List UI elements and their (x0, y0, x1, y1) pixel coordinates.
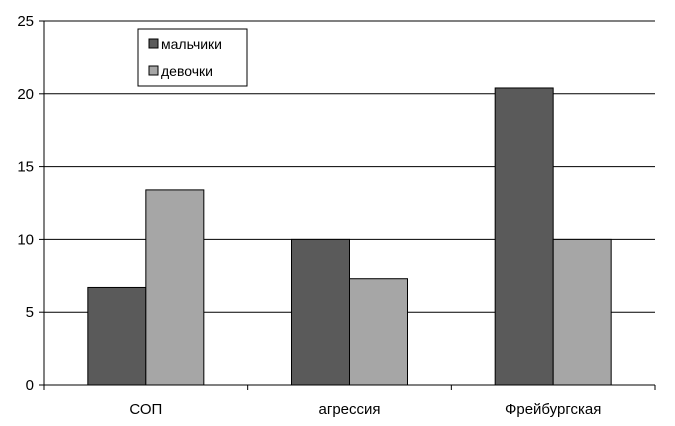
bar (145, 189, 205, 386)
bar (291, 238, 350, 386)
bar (552, 238, 612, 386)
y-tick-label: 5 (26, 304, 34, 321)
y-tick-label: 15 (17, 159, 34, 176)
x-tick-label: агрессия (319, 401, 381, 418)
bar (494, 87, 554, 386)
legend-swatch (148, 65, 159, 76)
y-tick-label: 10 (17, 231, 34, 248)
axis-layer: 0 5 10 15 20 25 СОП агрессия Фрейбургская (17, 13, 656, 418)
legend-swatch (148, 38, 159, 49)
legend-label: мальчики (161, 36, 222, 52)
bar (87, 286, 147, 386)
x-tick-label: СОП (129, 401, 162, 418)
y-tick-label: 0 (26, 377, 34, 394)
bars-layer (87, 87, 612, 386)
y-tick-label: 20 (17, 86, 34, 103)
bar (349, 278, 408, 386)
legend: мальчики девочки (137, 28, 248, 87)
x-tick-label: Фрейбургская (505, 401, 601, 418)
legend-label: девочки (161, 63, 213, 79)
y-tick-label: 25 (17, 13, 34, 30)
